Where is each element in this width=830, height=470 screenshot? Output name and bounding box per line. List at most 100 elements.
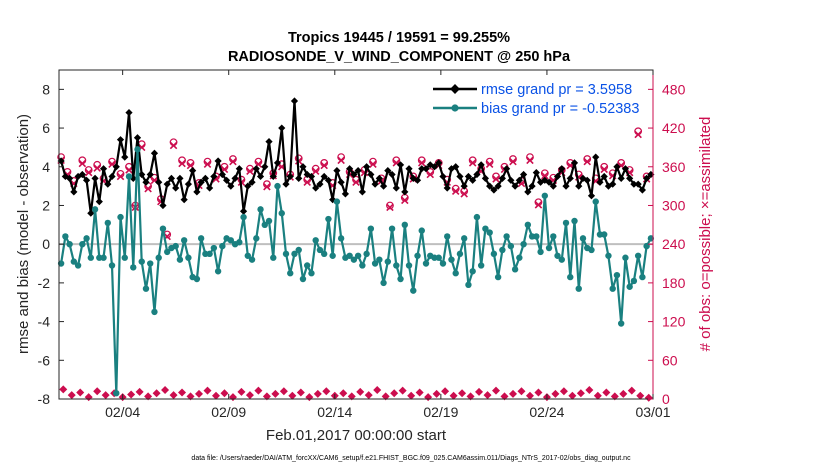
bias-point — [507, 242, 515, 250]
bias-point — [236, 239, 243, 246]
y-right-tick-label: 60 — [662, 352, 678, 368]
bias-point — [558, 256, 565, 263]
bias-point — [490, 250, 498, 258]
rmse-point — [643, 174, 651, 182]
rmse-point — [481, 174, 490, 182]
bias-point — [630, 277, 638, 285]
rmse-point — [180, 196, 188, 204]
rmse-point — [464, 172, 473, 181]
obs-assimilated-marker — [386, 203, 394, 212]
obs-count-marker-low — [636, 391, 645, 400]
obs-count-marker-low — [271, 389, 280, 398]
rmse-point — [176, 174, 184, 182]
obs-assimilated-marker — [311, 167, 320, 176]
rmse-point — [350, 170, 358, 179]
y-right-tick-label: 0 — [662, 391, 670, 407]
rmse-point — [193, 188, 201, 196]
rmse-point — [371, 180, 379, 188]
rmse-point — [532, 168, 540, 177]
bias-point — [609, 285, 616, 292]
y-tick-label: 2 — [42, 197, 50, 213]
y-tick-label: -8 — [38, 391, 51, 407]
bias-point — [613, 271, 621, 279]
obs-count-marker-low — [415, 388, 424, 397]
obs-assimilated-marker — [78, 159, 87, 168]
rmse-point — [396, 161, 405, 169]
obs-assimilated-marker — [526, 156, 534, 165]
obs-count-marker-low — [186, 392, 195, 401]
bias-point — [444, 233, 451, 240]
bias-point — [312, 237, 319, 244]
bias-point — [554, 252, 561, 259]
obs-count-marker-low — [178, 388, 187, 397]
obs-count-marker-low — [508, 389, 517, 398]
obs-count-marker-low — [59, 385, 68, 394]
bias-point — [359, 262, 366, 269]
obs-assimilated-marker — [460, 190, 468, 198]
bias-point — [113, 389, 120, 397]
obs-assimilated-marker — [84, 168, 93, 177]
rmse-point — [66, 174, 74, 182]
x-tick-label: 02/24 — [529, 404, 564, 420]
obs-assimilated-marker — [468, 159, 477, 167]
bias-point — [180, 237, 188, 244]
obs-assimilated-marker — [246, 167, 254, 176]
rmse-point — [528, 182, 536, 190]
bias-point — [57, 260, 65, 267]
y-axis-label: rmse and bias (model - observation) — [15, 114, 32, 354]
y-right-tick-label: 360 — [662, 159, 686, 175]
obs-count-marker-low — [432, 389, 441, 398]
obs-count-marker-low — [322, 387, 331, 396]
obs-count-marker-low — [602, 388, 611, 397]
bias-point — [316, 246, 324, 254]
rmse-point — [282, 180, 290, 188]
bias-point — [401, 221, 408, 229]
rmse-point — [541, 176, 549, 184]
obs-count-marker-low — [144, 392, 153, 401]
bias-point — [329, 252, 336, 259]
bias-point — [125, 173, 133, 180]
obs-count-marker-low — [76, 388, 85, 397]
bias-point — [104, 219, 111, 227]
x-tick-label: 02/14 — [317, 404, 352, 420]
obs-count-marker-low — [449, 391, 458, 400]
rmse-point — [222, 176, 231, 184]
rmse-point — [545, 178, 553, 186]
bias-point — [579, 235, 587, 242]
obs-count-marker-low — [398, 386, 407, 395]
obs-count-marker-low — [279, 387, 288, 396]
rmse-point — [507, 176, 515, 184]
bias-point — [346, 252, 353, 259]
rmse-point — [536, 178, 545, 186]
obs-count-marker-low — [492, 386, 501, 395]
rmse-point — [609, 180, 617, 188]
rmse-point — [87, 209, 95, 217]
bias-point — [647, 235, 655, 242]
bias-point — [499, 246, 506, 254]
rmse-point — [235, 165, 243, 173]
rmse-point — [231, 174, 239, 182]
bias-point — [240, 213, 247, 221]
bias-point — [278, 210, 285, 217]
rmse-point — [460, 182, 468, 190]
bias-point — [405, 262, 413, 269]
bias-point — [151, 308, 158, 316]
bias-point — [291, 250, 298, 258]
rmse-point — [108, 172, 116, 181]
rmse-point — [456, 172, 464, 181]
rmse-point — [125, 108, 133, 117]
bias-point — [308, 270, 315, 277]
rmse-point — [418, 165, 426, 173]
y-tick-label: 4 — [42, 159, 50, 175]
bias-point — [605, 252, 612, 259]
bias-point — [363, 250, 370, 258]
bias-point — [550, 233, 557, 240]
rmse-point — [388, 170, 396, 179]
rmse-point — [575, 182, 583, 190]
obs-assimilated-marker — [401, 196, 409, 205]
rmse-point — [592, 153, 600, 161]
rmse-point — [248, 178, 256, 186]
rmse-point — [307, 172, 316, 181]
rmse-point — [617, 174, 625, 182]
bias-point — [622, 254, 629, 261]
